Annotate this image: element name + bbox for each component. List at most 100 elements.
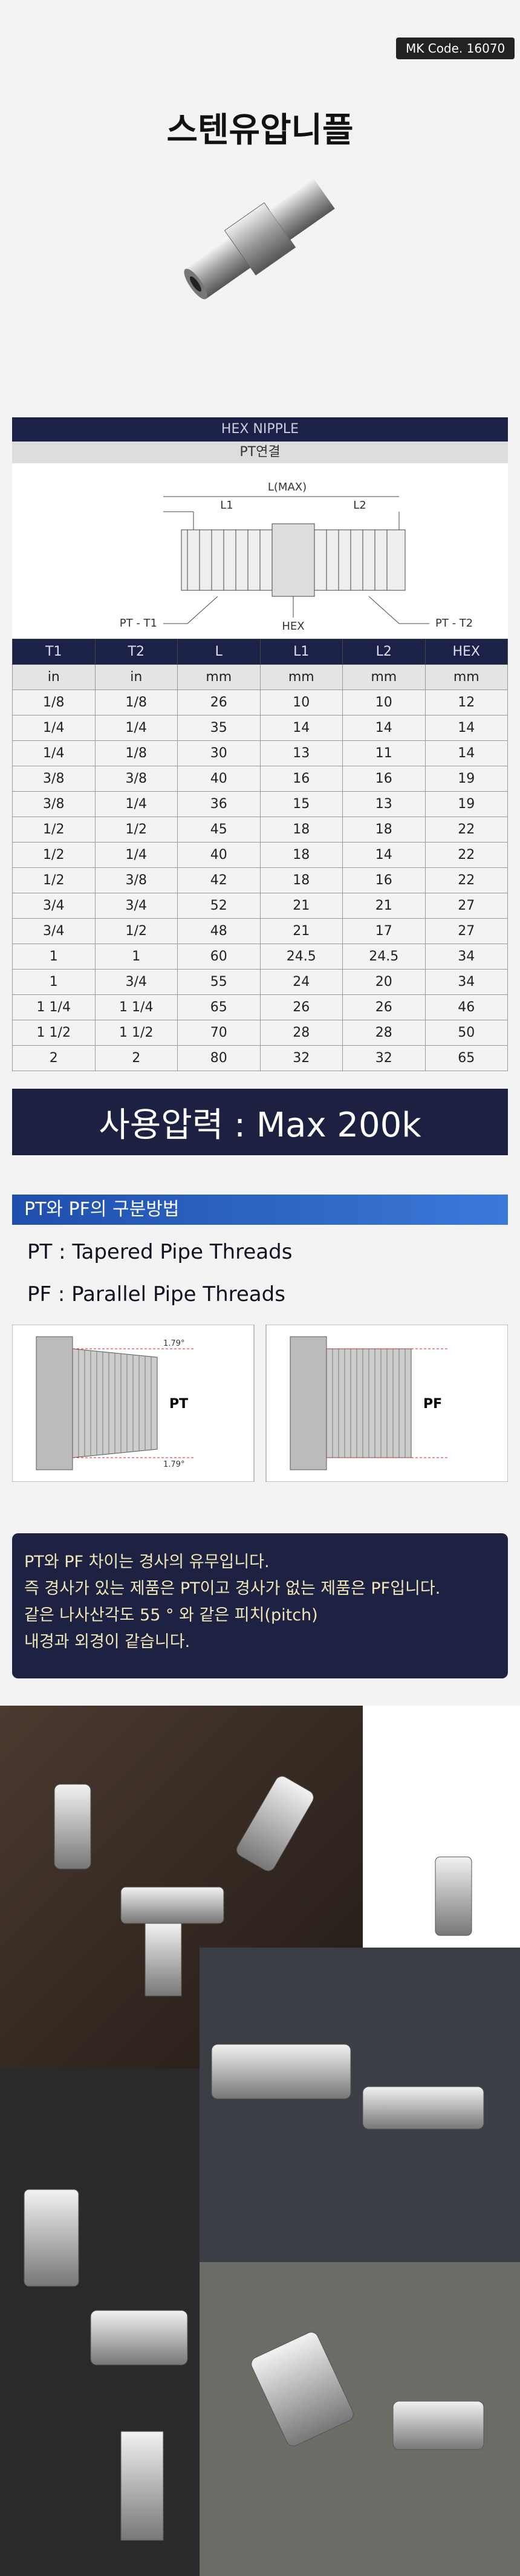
nipple-diagram: L(MAX) L1 L2 PT - T1 PT - T2 HEX — [12, 463, 508, 639]
cell: 52 — [177, 893, 261, 919]
cell: 16 — [342, 766, 426, 792]
note-line: 즉 경사가 있는 제품은 PT이고 경사가 없는 제품은 PF입니다. — [24, 1579, 441, 1598]
cell: HEX — [424, 639, 508, 665]
angle-label: 1.79° — [163, 1339, 184, 1348]
product-title: 스텐유압니플 — [166, 111, 354, 150]
angle-label: 1.79° — [163, 1460, 184, 1469]
cell: 12 — [424, 690, 508, 716]
cell: mm — [424, 664, 508, 690]
cell: 1/8 — [12, 690, 96, 716]
cell: 1/4 — [12, 715, 96, 741]
note-line: 같은 나사산각도 55 ° 와 같은 피치(pitch) — [24, 1606, 318, 1625]
spec-table-section: HEX NIPPLE PT연결 L(MAX) L1 L2 PT - T1 PT … — [12, 417, 508, 1071]
t1-label: PT - T1 — [120, 617, 157, 630]
cell: 1 — [12, 944, 96, 970]
cell: 16 — [342, 867, 426, 893]
spec-table: T1 T2 L L1 L2 HEX in in mm mm mm mm 1/8 1/8 26 10 10 12 1/… — [12, 639, 508, 1071]
thread-type-label: PF — [423, 1397, 442, 1412]
data-row: 1 1 60 24.5 24.5 34 — [12, 944, 508, 970]
cell: 13 — [342, 791, 426, 817]
hex-body — [36, 1336, 73, 1470]
cell: 30 — [177, 740, 261, 766]
cell: 1/4 — [94, 791, 178, 817]
cell: 2 — [12, 1045, 96, 1071]
cell: 1/4 — [12, 740, 96, 766]
cell: 34 — [424, 944, 508, 970]
pt-item: PT : Tapered Pipe Threads — [27, 1240, 293, 1264]
cell: 24.5 — [342, 944, 426, 970]
cell: in — [94, 664, 178, 690]
cell: 40 — [177, 766, 261, 792]
cell: 14 — [342, 842, 426, 868]
note-box: PT와 PF 차이는 경사의 유무입니다. 즉 경사가 있는 제품은 PT이고 경… — [12, 1533, 508, 1678]
cell: 32 — [342, 1045, 426, 1071]
length-label: L(MAX) — [268, 481, 307, 494]
cell: 70 — [177, 1020, 261, 1046]
section-title: PT와 PF의 구분방법 — [12, 1195, 508, 1225]
cell: 28 — [259, 1020, 343, 1046]
cell: L1 — [259, 639, 343, 665]
cell: 28 — [342, 1020, 426, 1046]
cell: 40 — [177, 842, 261, 868]
cell: 26 — [259, 994, 343, 1020]
cell: 22 — [424, 867, 508, 893]
thread-type-label: PT — [169, 1397, 188, 1412]
cell: 24.5 — [259, 944, 343, 970]
hex-label: HEX — [282, 620, 304, 633]
product-image — [184, 178, 335, 299]
cell: 20 — [342, 969, 426, 995]
cell: 1/4 — [94, 842, 178, 868]
cell: 21 — [342, 893, 426, 919]
data-row: 1/2 1/4 40 18 14 22 — [12, 842, 508, 868]
cell: 3/8 — [94, 766, 178, 792]
cell: 10 — [342, 690, 426, 716]
data-row: 1 1/4 1 1/4 65 26 26 46 — [12, 994, 508, 1020]
cell: 3/8 — [94, 867, 178, 893]
cell: 26 — [177, 690, 261, 716]
data-row: 1/8 1/8 26 10 10 12 — [12, 690, 508, 716]
cell: mm — [177, 664, 261, 690]
cell: 21 — [259, 893, 343, 919]
cell: 18 — [259, 867, 343, 893]
cell: 13 — [259, 740, 343, 766]
cell: 1 1/2 — [94, 1020, 178, 1046]
cell: 65 — [424, 1045, 508, 1071]
cell: 1 — [12, 969, 96, 995]
hex-body — [290, 1336, 327, 1470]
cell: 22 — [424, 842, 508, 868]
cell: 24 — [259, 969, 343, 995]
cell: 14 — [424, 715, 508, 741]
cell: 1/2 — [12, 817, 96, 843]
cell: 1/2 — [12, 842, 96, 868]
cell: 19 — [424, 766, 508, 792]
mk-code: MK Code. 16070 — [396, 37, 515, 59]
cell: 1/4 — [94, 715, 178, 741]
data-row: 3/4 3/4 52 21 21 27 — [12, 893, 508, 919]
cell: 17 — [342, 918, 426, 944]
cell: 3/4 — [12, 893, 96, 919]
cell: 1/2 — [12, 867, 96, 893]
table-title: HEX NIPPLE — [12, 417, 508, 442]
cell: mm — [342, 664, 426, 690]
cell: in — [12, 664, 96, 690]
data-row: 1/4 1/8 30 13 11 14 — [12, 740, 508, 766]
cell: 18 — [259, 842, 343, 868]
data-row: 1/2 3/8 42 18 16 22 — [12, 867, 508, 893]
cell: 27 — [424, 918, 508, 944]
cell: 50 — [424, 1020, 508, 1046]
cell: 1 1/2 — [12, 1020, 96, 1046]
note-line: PT와 PF 차이는 경사의 유무입니다. — [24, 1553, 270, 1571]
table-subtitle: PT연결 — [12, 442, 508, 463]
cell: 32 — [259, 1045, 343, 1071]
cell: 14 — [259, 715, 343, 741]
cell: 42 — [177, 867, 261, 893]
cell: 1 — [94, 944, 178, 970]
cell: L — [177, 639, 261, 665]
cell: 3/4 — [94, 893, 178, 919]
cell: 1/2 — [94, 918, 178, 944]
t2-label: PT - T2 — [435, 617, 473, 630]
cell: 55 — [177, 969, 261, 995]
cell: 35 — [177, 715, 261, 741]
l2-label: L2 — [353, 499, 366, 512]
